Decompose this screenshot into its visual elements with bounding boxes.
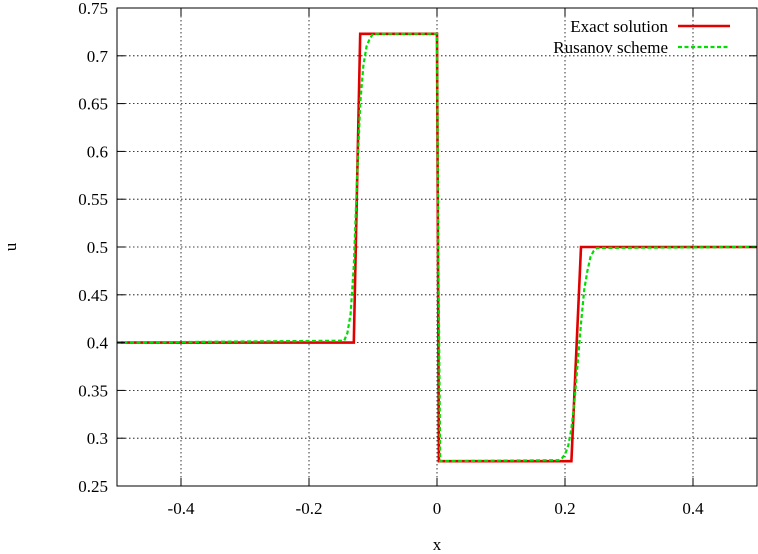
x-tick-label: -0.4: [168, 499, 195, 518]
y-axis-label: u: [1, 242, 20, 251]
legend-label: Rusanov scheme: [553, 38, 668, 57]
y-tick-label: 0.7: [87, 47, 109, 66]
y-tick-label: 0.35: [78, 381, 108, 400]
x-tick-label: -0.2: [296, 499, 323, 518]
x-axis-label: x: [433, 535, 442, 554]
y-tick-label: 0.3: [87, 429, 108, 448]
series-rusanov-scheme-line: [116, 32, 758, 463]
y-tick-label: 0.65: [78, 95, 108, 114]
ticks: -0.4 -0.2 0 0.2 0.4 0.25 0.3 0.35 0.4 0.45 0.5 0.55…: [78, 0, 757, 518]
y-tick-label: 0.55: [78, 190, 108, 209]
x-tick-label: 0: [433, 499, 442, 518]
series-layer: [116, 32, 758, 463]
y-tick-label: 0.5: [87, 238, 108, 257]
x-tick-label: 0.4: [682, 499, 704, 518]
legend: Exact solution Rusanov scheme: [553, 17, 730, 57]
x-tick-label: 0.2: [554, 499, 575, 518]
legend-label: Exact solution: [570, 17, 668, 36]
y-tick-label: 0.75: [78, 0, 108, 18]
y-tick-label: 0.25: [78, 477, 108, 496]
y-tick-label: 0.4: [87, 334, 109, 353]
y-tick-label: 0.6: [87, 142, 108, 161]
y-tick-label: 0.45: [78, 286, 108, 305]
